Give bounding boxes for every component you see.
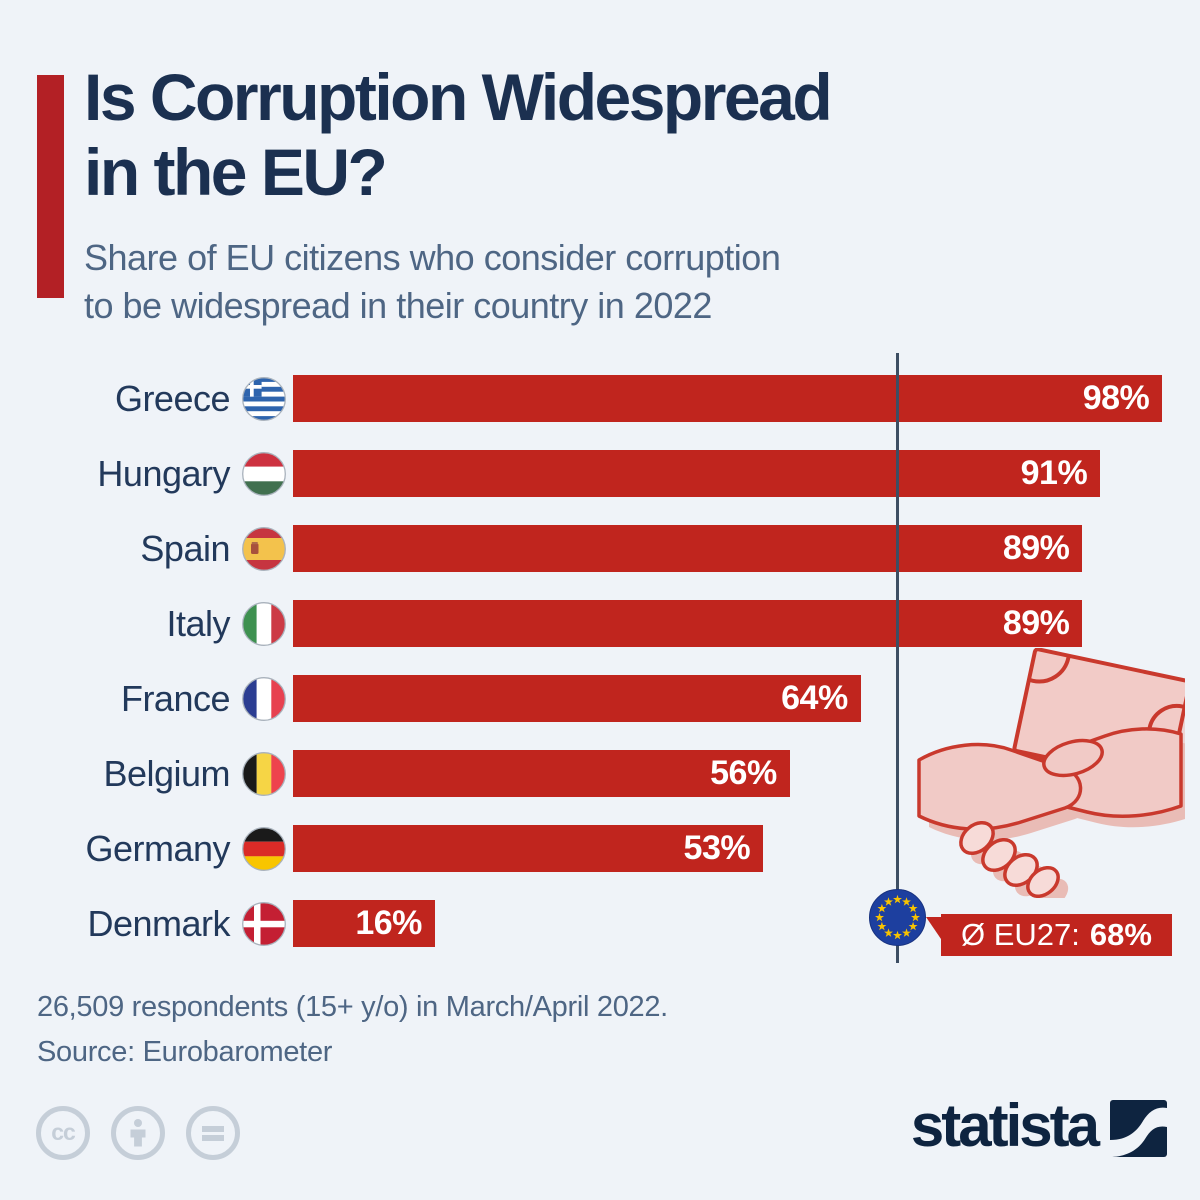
eu-flag-icon [869, 889, 926, 946]
chart-row: Hungary 91% [0, 450, 1200, 497]
page-subtitle: Share of EU citizens who consider corrup… [84, 234, 781, 330]
bar-value-label: 98% [1082, 379, 1150, 417]
greece-flag-icon [242, 376, 286, 421]
accent-bar [37, 75, 64, 298]
handshake-money-icon [917, 648, 1185, 898]
cc-icon: cc [36, 1106, 90, 1160]
bar-value-label: 56% [710, 754, 777, 792]
chart-row: Germany 53% [0, 825, 1200, 872]
bar-value-label: 64% [781, 679, 848, 717]
denmark-flag-icon [242, 901, 286, 946]
bar-germany: 53% [293, 825, 764, 872]
country-label: Belgium [103, 752, 230, 794]
bar-hungary: 91% [293, 450, 1101, 497]
chart-row: France 64% [0, 675, 1200, 722]
chart-row: Denmark 16% [0, 900, 1200, 947]
france-flag-icon [242, 676, 286, 721]
eu-average-prefix: Ø EU27: [961, 917, 1080, 952]
country-label: Spain [140, 527, 230, 569]
country-label: France [120, 677, 231, 719]
bar-value-label: 16% [355, 904, 422, 942]
bar-belgium: 56% [293, 750, 790, 797]
statista-wordmark: statista [910, 1092, 1100, 1159]
country-label: Greece [114, 377, 231, 419]
page-title-line1: Is Corruption Widespread [84, 60, 833, 134]
italy-flag-icon [242, 601, 286, 646]
bar-france: 64% [293, 675, 861, 722]
chart-row: Belgium 56% [0, 750, 1200, 797]
bar-value-label: 89% [1002, 529, 1070, 567]
cc-nd-equals-icon [186, 1106, 240, 1160]
bar-greece: 98% [293, 375, 1163, 422]
chart-row: Greece 98% [0, 375, 1200, 422]
germany-flag-icon [242, 826, 286, 871]
bar-spain: 89% [293, 525, 1083, 572]
eu-average-value: 68% [1089, 917, 1152, 952]
statista-branding: statista [911, 1096, 1167, 1160]
page-subtitle-line2: to be widespread in their country in 202… [84, 285, 712, 327]
statista-logo-icon [1110, 1099, 1167, 1157]
page-subtitle-line1: Share of EU citizens who consider corrup… [84, 237, 781, 278]
bar-value-label: 53% [683, 829, 751, 867]
country-label: Germany [85, 827, 230, 869]
belgium-flag-icon [242, 751, 286, 796]
eu-average-badge: Ø EU27: 68% [926, 914, 1172, 956]
hungary-flag-icon [242, 451, 286, 496]
eu-average-line [896, 353, 899, 963]
page-title: Is Corruption Widespread in the EU? [84, 60, 833, 210]
bar-chart: Greece 98% Hungary 91% Spain [0, 353, 1200, 975]
country-label: Denmark [87, 902, 230, 944]
bar-denmark: 16% [293, 900, 435, 947]
bar-italy: 89% [293, 600, 1083, 647]
chart-row: Spain 89% [0, 525, 1200, 572]
cc-license: cc [36, 1106, 240, 1160]
country-label: Italy [166, 602, 230, 644]
page-title-line2: in the EU? [84, 135, 388, 210]
country-label: Hungary [97, 452, 230, 494]
bar-value-label: 89% [1002, 604, 1070, 642]
cc-by-attribution-icon [111, 1106, 165, 1160]
chart-row: Italy 89% [0, 600, 1200, 647]
source-note: Source: Eurobarometer [37, 1036, 333, 1068]
footnote: 26,509 respondents (15+ y/o) in March/Ap… [37, 991, 668, 1023]
spain-flag-icon [242, 526, 286, 571]
bar-value-label: 91% [1020, 454, 1088, 492]
